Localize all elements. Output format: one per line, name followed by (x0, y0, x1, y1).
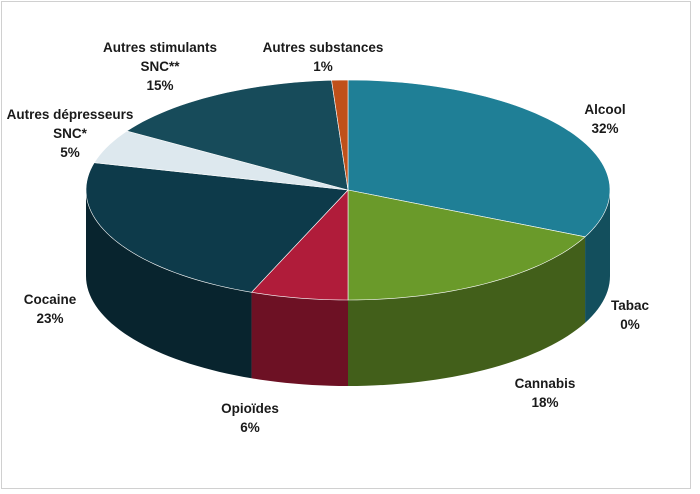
slice (347, 189, 586, 301)
slice (85, 162, 349, 293)
data-label: Autres stimulants SNC** 15% (90, 38, 230, 95)
value-label: 23% (36, 311, 64, 326)
slice (93, 130, 349, 191)
slice-side (86, 190, 252, 379)
value-label: 18% (531, 395, 559, 410)
slice-side (348, 236, 586, 386)
value-label: 0% (620, 317, 640, 332)
data-label: Autres substances 1% (248, 38, 398, 76)
data-label: Alcool 32% (560, 100, 650, 138)
category-label: Autres substances (262, 40, 384, 55)
chart-frame (1, 1, 691, 489)
slice (347, 79, 611, 238)
slice (331, 79, 349, 191)
value-label: 15% (146, 78, 174, 93)
slice (250, 189, 349, 301)
data-label: Cannabis 18% (500, 374, 590, 412)
category-label: Autres stimulants SNC** (102, 40, 218, 74)
value-label: 6% (240, 420, 260, 435)
category-label: Tabac (610, 298, 649, 313)
data-label: Tabac 0% (600, 296, 660, 334)
data-label: Opioïdes 6% (200, 399, 300, 437)
slice-side (585, 190, 610, 323)
value-label: 5% (60, 145, 80, 160)
data-label: Autres dépresseurs SNC* 5% (5, 105, 135, 162)
category-label: Autres dépresseurs SNC* (6, 107, 134, 141)
slice (126, 79, 349, 191)
category-label: Opioïdes (221, 401, 279, 416)
category-label: Cannabis (514, 376, 576, 391)
category-label: Alcool (584, 102, 626, 117)
value-label: 32% (591, 121, 619, 136)
data-label: Cocaine 23% (15, 290, 85, 328)
value-label: 1% (313, 59, 333, 74)
slice-side (251, 292, 348, 386)
category-label: Cocaine (23, 292, 77, 307)
